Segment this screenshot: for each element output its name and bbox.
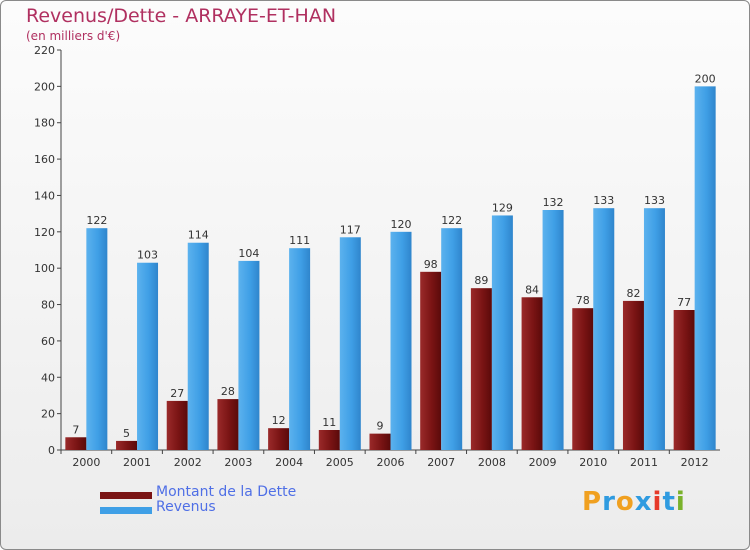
logo-letter: r [602,487,616,517]
data-label-revenue: 122 [441,214,462,227]
data-label-revenue: 120 [391,218,412,231]
bar-revenue [339,237,361,450]
y-tick-label: 40 [41,371,55,384]
data-label-debt: 82 [626,287,640,300]
data-label-debt: 78 [576,294,590,307]
logo-letter: t [662,487,676,517]
data-label-debt: 5 [123,427,130,440]
data-label-revenue: 133 [593,194,614,207]
data-label-debt: 27 [170,387,184,400]
x-tick-label: 2009 [529,456,557,469]
data-label-debt: 12 [272,414,286,427]
bar-debt [166,400,188,450]
x-tick-label: 2004 [275,456,303,469]
legend-swatch-debt [100,492,152,499]
x-tick-label: 2008 [478,456,506,469]
data-label-revenue: 200 [695,72,716,85]
logo-letter: i [652,487,663,517]
data-label-debt: 28 [221,385,235,398]
bar-revenue [441,228,463,450]
y-tick-label: 60 [41,335,55,348]
bar-debt [217,399,239,450]
bar-debt [369,433,391,450]
data-label-revenue: 104 [238,247,259,260]
bar-revenue [390,231,412,450]
y-tick-label: 140 [34,189,55,202]
bar-debt [65,437,87,450]
bar-revenue [289,248,311,450]
bar-revenue [238,260,260,450]
data-label-debt: 89 [474,274,488,287]
data-label-revenue: 132 [543,196,564,209]
y-tick-label: 80 [41,299,55,312]
legend-label-revenue: Revenus [156,499,216,515]
legend-label-debt: Montant de la Dette [156,484,297,500]
legend-swatch-revenue [100,507,152,514]
y-tick-label: 120 [34,226,55,239]
data-label-revenue: 111 [289,234,310,247]
data-label-debt: 9 [377,420,384,433]
x-tick-label: 2007 [427,456,455,469]
data-label-revenue: 122 [86,214,107,227]
y-tick-label: 100 [34,262,55,275]
bar-debt [673,310,695,450]
data-label-revenue: 129 [492,201,513,214]
data-label-debt: 77 [677,296,691,309]
x-tick-label: 2012 [681,456,709,469]
x-tick-label: 2006 [377,456,405,469]
bar-revenue [187,242,209,450]
y-tick-label: 220 [34,44,55,57]
bar-revenue [694,86,716,450]
data-label-debt: 98 [424,258,438,271]
data-label-revenue: 114 [188,229,209,242]
bar-revenue [542,210,564,450]
bar-debt [318,430,340,450]
logo-letter: x [634,487,653,517]
x-tick-label: 2005 [326,456,354,469]
y-tick-label: 200 [34,80,55,93]
y-tick-label: 180 [34,117,55,130]
bar-debt [622,300,644,450]
data-label-debt: 7 [72,423,79,436]
logo-letter: P [582,487,603,517]
bar-revenue [593,208,615,450]
bar-revenue [643,208,665,450]
x-tick-label: 2001 [123,456,151,469]
data-label-revenue: 133 [644,194,665,207]
y-tick-label: 0 [48,444,55,457]
y-tick-label: 160 [34,153,55,166]
data-label-revenue: 103 [137,249,158,262]
bar-debt [268,428,290,450]
bar-debt [470,288,492,450]
bar-debt [572,308,594,450]
bar-revenue [86,228,108,450]
y-tick-label: 20 [41,408,55,421]
bar-revenue [491,215,513,450]
x-tick-label: 2003 [224,456,252,469]
page-title: Revenus/Dette - ARRAYE-ET-HAN [26,5,337,27]
data-label-debt: 84 [525,283,539,296]
x-tick-label: 2011 [630,456,658,469]
data-label-revenue: 117 [340,223,361,236]
chart-unit-subtitle: (en milliers d'€) [26,29,121,43]
bar-debt [420,271,442,450]
logo-letter: i [675,487,686,517]
bar-debt [521,297,543,450]
proxiti-logo: Proxiti [582,487,686,517]
logo-letter: o [615,487,635,517]
x-tick-label: 2010 [579,456,607,469]
bar-revenue [137,262,159,450]
data-label-debt: 11 [322,416,336,429]
x-tick-label: 2002 [174,456,202,469]
bar-debt [116,440,138,450]
x-tick-label: 2000 [72,456,100,469]
